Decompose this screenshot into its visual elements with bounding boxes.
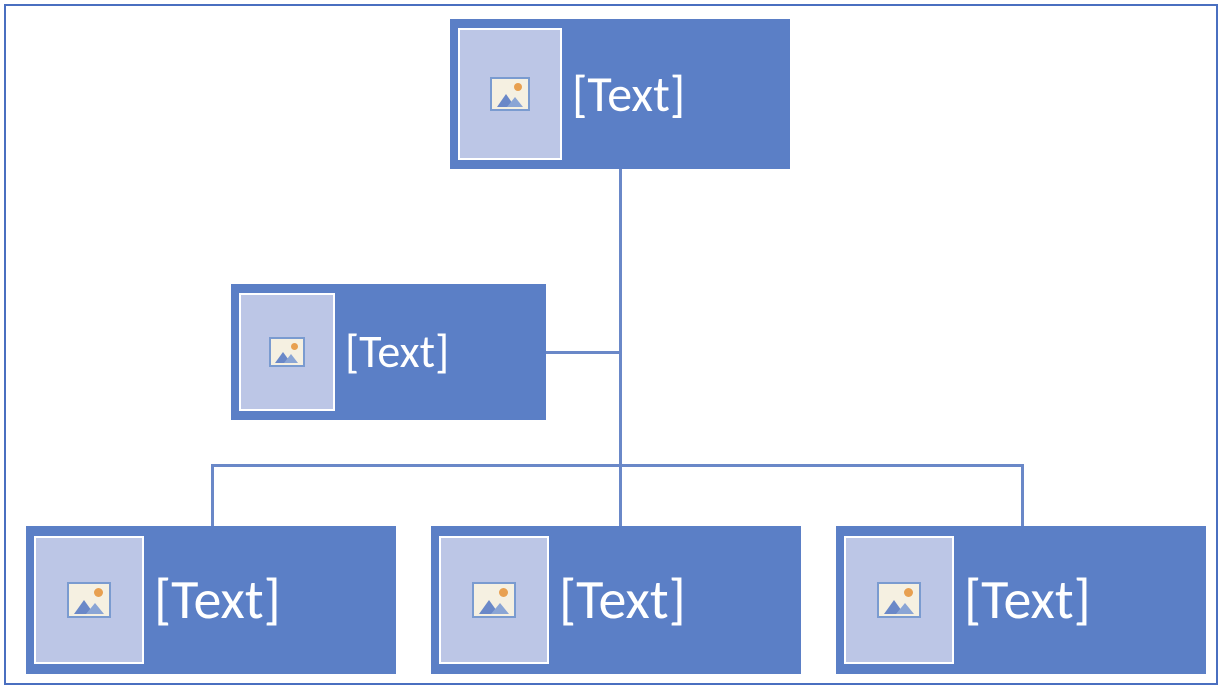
picture-icon: [67, 582, 111, 618]
org-node-assistant[interactable]: [Text]: [231, 284, 546, 420]
diagram-canvas: [Text] [Text] [Text]: [4, 4, 1218, 685]
org-node-root[interactable]: [Text]: [450, 19, 790, 169]
picture-icon: [269, 337, 305, 367]
picture-icon: [877, 582, 921, 618]
connector-child2-v: [619, 464, 622, 526]
org-node-child-2[interactable]: [Text]: [431, 526, 801, 674]
picture-icon: [490, 77, 530, 111]
connector-children-h: [211, 464, 1021, 467]
connector-assistant-h: [546, 351, 619, 354]
node-label[interactable]: [Text]: [154, 566, 281, 634]
node-label[interactable]: [Text]: [572, 64, 685, 125]
connector-child3-v: [1021, 464, 1024, 526]
node-label[interactable]: [Text]: [345, 324, 449, 380]
node-label[interactable]: [Text]: [964, 566, 1091, 634]
picture-icon: [472, 582, 516, 618]
picture-placeholder[interactable]: [239, 293, 335, 411]
connector-child1-v: [211, 464, 214, 526]
picture-placeholder[interactable]: [458, 28, 562, 160]
picture-placeholder[interactable]: [34, 536, 144, 664]
picture-placeholder[interactable]: [439, 536, 549, 664]
node-label[interactable]: [Text]: [559, 566, 686, 634]
org-node-child-3[interactable]: [Text]: [836, 526, 1206, 674]
connector-root-down: [619, 169, 622, 464]
picture-placeholder[interactable]: [844, 536, 954, 664]
org-node-child-1[interactable]: [Text]: [26, 526, 396, 674]
